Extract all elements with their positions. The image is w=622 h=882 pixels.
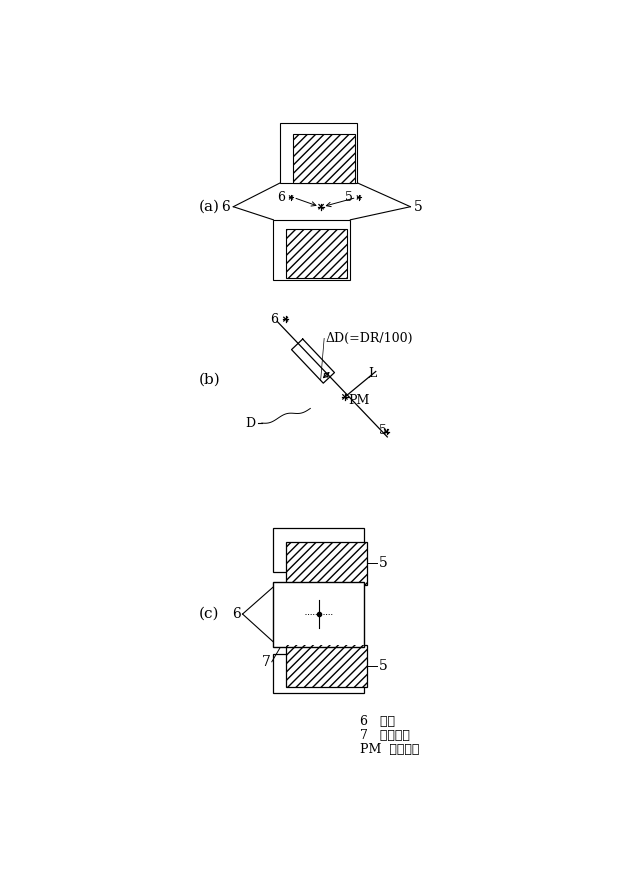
Text: (a): (a) [198,199,220,213]
Text: PM: PM [343,608,364,621]
Bar [285,645,366,687]
Text: PM  実装位置: PM 実装位置 [360,743,420,756]
Text: 7   電子部品: 7 電子部品 [360,729,411,742]
Text: 6: 6 [221,199,230,213]
Text: L: L [368,367,376,380]
Text: 6: 6 [232,607,241,621]
Text: 6   電極: 6 電極 [360,715,396,729]
Text: D: D [246,416,256,430]
Bar [285,542,366,585]
Text: PM: PM [348,394,369,407]
Text: 5: 5 [379,557,388,571]
Text: 5: 5 [379,659,388,673]
Text: 5: 5 [414,199,422,213]
Bar [281,123,357,183]
Text: (c): (c) [198,607,219,621]
Text: 5: 5 [345,191,353,204]
Bar [273,654,364,692]
Bar [285,645,366,687]
Bar [273,527,364,572]
Text: 6: 6 [270,312,278,325]
Bar [294,134,355,183]
Bar [285,229,347,278]
Bar [273,220,350,280]
Bar [273,582,364,647]
Text: (b): (b) [198,372,220,386]
Bar [285,542,366,585]
Text: 7: 7 [261,654,271,669]
Text: 5: 5 [379,423,387,437]
Text: 6: 6 [277,191,285,204]
Bar [285,229,347,278]
Bar [294,134,355,183]
Text: ΔD(=DR/100): ΔD(=DR/100) [326,332,413,345]
